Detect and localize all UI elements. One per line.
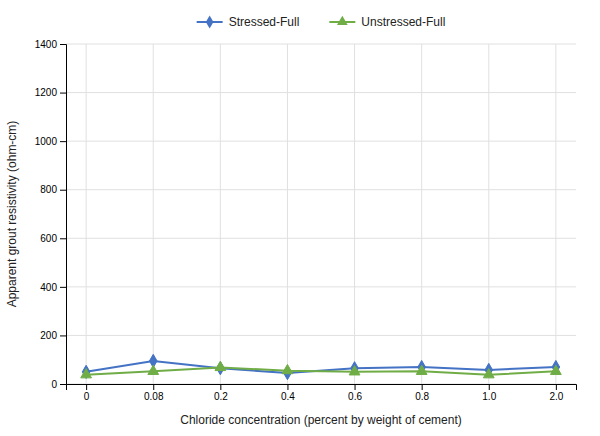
grid-line [86,44,87,384]
grid-line [66,44,576,45]
grid-line [66,335,576,336]
axis-line [67,385,577,391]
tick-mark [287,384,288,390]
tick-mark [556,384,557,390]
grid-line [555,44,556,384]
y-tick: 1200 [35,87,66,98]
tick-mark [60,93,66,94]
x-tick: 0.8 [415,384,429,402]
tick-mark [60,287,66,288]
marker [416,365,427,374]
x-axis-title: Chloride concentration (percent by weigh… [180,413,461,427]
tick-mark [60,384,66,385]
tick-label: 1000 [35,136,58,147]
marker [282,364,293,373]
x-tick: 0.6 [348,384,362,402]
y-axis-title: Apparent grout resistivity (ohm-cm) [5,121,19,308]
grid-line [66,238,576,239]
tick-label: 0.4 [281,391,295,402]
tick-label: 1200 [35,87,58,98]
tick-mark [220,384,221,390]
x-tick: 0.4 [281,384,295,402]
grid-line [488,44,489,384]
series [81,361,561,378]
tick-mark [489,384,490,390]
y-tick: 600 [40,233,66,244]
tick-label: 1.0 [482,391,496,402]
x-axis: 0 0.08 0.2 0.4 0.6 0.8 1.0 2.0 [67,384,577,402]
tick-mark [60,44,66,45]
marker [215,361,226,370]
tick-label: 0.2 [214,391,228,402]
tick-mark [60,190,66,191]
legend-swatch [206,15,214,28]
marker [550,365,561,374]
grid-line [66,141,576,142]
plot: 0 0.08 0.2 0.4 0.6 0.8 1.0 2.0 0 200 400 600 800 1000… [35,39,577,402]
tick-label: 400 [40,282,57,293]
y-tick: 200 [40,330,66,341]
tick-label: 0 [51,379,57,390]
x-tick: 0.2 [214,384,228,402]
grid [66,44,576,384]
tick-label: 0.08 [144,391,164,402]
legend-item: Unstressed-Full [329,15,445,29]
x-tick: 0 [84,384,90,402]
tick-label: 0.6 [348,391,362,402]
legend-label: Stressed-Full [229,15,300,29]
tick-mark [60,141,66,142]
y-tick: 800 [40,184,66,195]
x-tick: 2.0 [549,384,563,402]
x-tick: 0.08 [144,384,164,402]
axis-line [60,45,67,385]
chart-container: 0 0.08 0.2 0.4 0.6 0.8 1.0 2.0 0 200 400 600 800 1000… [0,0,600,436]
grid-line [153,44,154,384]
series [82,354,559,379]
y-tick: 1000 [35,136,66,147]
marker [81,369,92,378]
legend-item: Stressed-Full [197,15,300,29]
tick-mark [355,384,356,390]
grid-line [421,44,422,384]
legend: Stressed-Full Unstressed-Full [197,15,446,29]
y-tick: 1400 [35,39,66,50]
tick-mark [60,238,66,239]
grid-line [66,92,576,93]
chart: 0 0.08 0.2 0.4 0.6 0.8 1.0 2.0 0 200 400 600 800 1000… [0,0,600,436]
legend-swatch [337,16,348,25]
legend-label: Unstressed-Full [361,15,445,29]
grid-line [287,44,288,384]
y-axis: 0 200 400 600 800 1000 1200 1400 [35,39,67,390]
marker [483,369,494,378]
grid-line [66,286,576,287]
tick-mark [86,384,87,390]
tick-label: 0.8 [415,391,429,402]
marker [349,366,360,375]
grid-line [66,189,576,190]
tick-label: 600 [40,233,57,244]
x-tick: 1.0 [482,384,496,402]
tick-label: 0 [84,391,90,402]
marks [81,354,561,379]
y-tick: 0 [51,379,66,390]
grid-line [220,44,221,384]
tick-mark [60,335,66,336]
marker [148,365,159,374]
tick-mark [422,384,423,390]
tick-label: 200 [40,330,57,341]
y-tick: 400 [40,282,66,293]
tick-mark [153,384,154,390]
tick-label: 2.0 [549,391,563,402]
tick-label: 800 [40,184,57,195]
grid-line [354,44,355,384]
tick-label: 1400 [35,39,58,50]
